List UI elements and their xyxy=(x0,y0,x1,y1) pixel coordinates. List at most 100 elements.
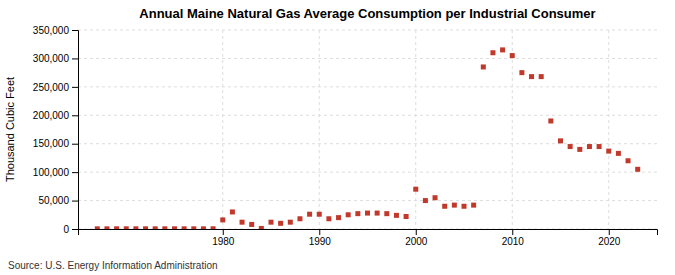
point xyxy=(558,138,563,143)
tick-mark xyxy=(416,229,417,235)
point xyxy=(481,64,486,69)
grid-line xyxy=(512,30,513,229)
tick: 350,000 xyxy=(33,25,78,36)
title: Annual Maine Natural Gas Average Consump… xyxy=(139,6,595,21)
tick-mark xyxy=(72,87,78,88)
point xyxy=(539,74,544,79)
x-axis: 1980 1990 2000 2010 2020 xyxy=(79,229,658,247)
tick-mark xyxy=(72,144,78,145)
point xyxy=(490,50,495,55)
point xyxy=(133,226,138,229)
point xyxy=(211,226,216,229)
point xyxy=(191,226,196,229)
point xyxy=(597,144,602,149)
points xyxy=(95,47,640,229)
tick-label: 1980 xyxy=(212,236,235,247)
tick-label: 250,000 xyxy=(33,82,70,93)
point xyxy=(442,204,447,209)
point xyxy=(500,47,505,52)
point xyxy=(626,158,631,163)
tick: 1990 xyxy=(309,229,332,247)
tick: 250,000 xyxy=(33,82,78,93)
point xyxy=(404,214,409,219)
point xyxy=(587,144,592,149)
point xyxy=(365,211,370,216)
point xyxy=(288,220,293,225)
point xyxy=(278,221,283,226)
point xyxy=(307,212,312,217)
y-axis-label: Thousand Cubic Feet xyxy=(4,77,16,182)
plot: 1980 1990 2000 2010 2020 0 50,000 100,000 150,00… xyxy=(33,25,658,247)
point xyxy=(616,151,621,156)
point xyxy=(249,222,254,227)
grid-line xyxy=(78,30,657,31)
grid-line xyxy=(608,30,609,229)
point xyxy=(259,226,264,229)
point xyxy=(326,216,331,221)
point xyxy=(433,195,438,200)
tick-mark xyxy=(319,229,320,235)
axis-line xyxy=(72,31,79,230)
y-axis: 0 50,000 100,000 150,000 200,000 250,000 300,0… xyxy=(33,25,79,235)
tick: 2020 xyxy=(598,229,621,247)
point xyxy=(317,212,322,217)
tick-mark xyxy=(223,229,224,235)
tick-label: 200,000 xyxy=(33,110,70,121)
point xyxy=(510,53,515,58)
tick: 200,000 xyxy=(33,110,78,121)
point xyxy=(240,220,245,225)
point xyxy=(471,203,476,208)
tick: 100,000 xyxy=(33,167,78,178)
source-note: Source: U.S. Energy Information Administ… xyxy=(8,260,218,271)
point xyxy=(519,70,524,75)
grid-line xyxy=(319,30,320,229)
tick-label: 2010 xyxy=(502,236,525,247)
tick-label: 100,000 xyxy=(33,167,70,178)
point xyxy=(355,211,360,216)
grid-line xyxy=(78,86,657,87)
point xyxy=(568,144,573,149)
point xyxy=(384,211,389,216)
grid-line xyxy=(78,58,657,59)
tick-mark xyxy=(72,201,78,202)
point xyxy=(269,220,274,225)
point xyxy=(336,215,341,220)
tick-label: 2000 xyxy=(405,236,428,247)
grid xyxy=(78,30,657,229)
point xyxy=(220,217,225,222)
point xyxy=(104,226,109,229)
point xyxy=(452,203,457,208)
tick-label: 350,000 xyxy=(33,25,70,36)
tick: 0 xyxy=(63,224,78,235)
grid-line xyxy=(78,115,657,116)
point xyxy=(95,226,100,229)
tick: 1980 xyxy=(212,229,235,247)
tick-label: 0 xyxy=(63,224,69,235)
grid-line xyxy=(78,172,657,173)
point xyxy=(297,216,302,221)
tick-label: 300,000 xyxy=(33,53,70,64)
tick-mark xyxy=(512,229,513,235)
axis-line xyxy=(79,230,658,236)
tick-label: 150,000 xyxy=(33,138,70,149)
tick: 50,000 xyxy=(38,195,78,206)
point xyxy=(153,226,158,229)
point xyxy=(124,226,129,229)
point xyxy=(182,226,187,229)
tick: 2000 xyxy=(405,229,428,247)
point xyxy=(635,167,640,172)
point xyxy=(172,226,177,229)
tick-mark xyxy=(72,115,78,116)
tick: 2010 xyxy=(502,229,525,247)
tick-label: 1990 xyxy=(309,236,332,247)
chart: 1980 1990 2000 2010 2020 0 50,000 100,000 150,00… xyxy=(0,0,675,275)
tick-label: 50,000 xyxy=(38,195,69,206)
tick-mark xyxy=(609,229,610,235)
tick-mark xyxy=(72,58,78,59)
tick-mark xyxy=(72,172,78,173)
point xyxy=(375,211,380,216)
point xyxy=(114,226,119,229)
point xyxy=(529,74,534,79)
point xyxy=(162,226,167,229)
point xyxy=(577,147,582,152)
